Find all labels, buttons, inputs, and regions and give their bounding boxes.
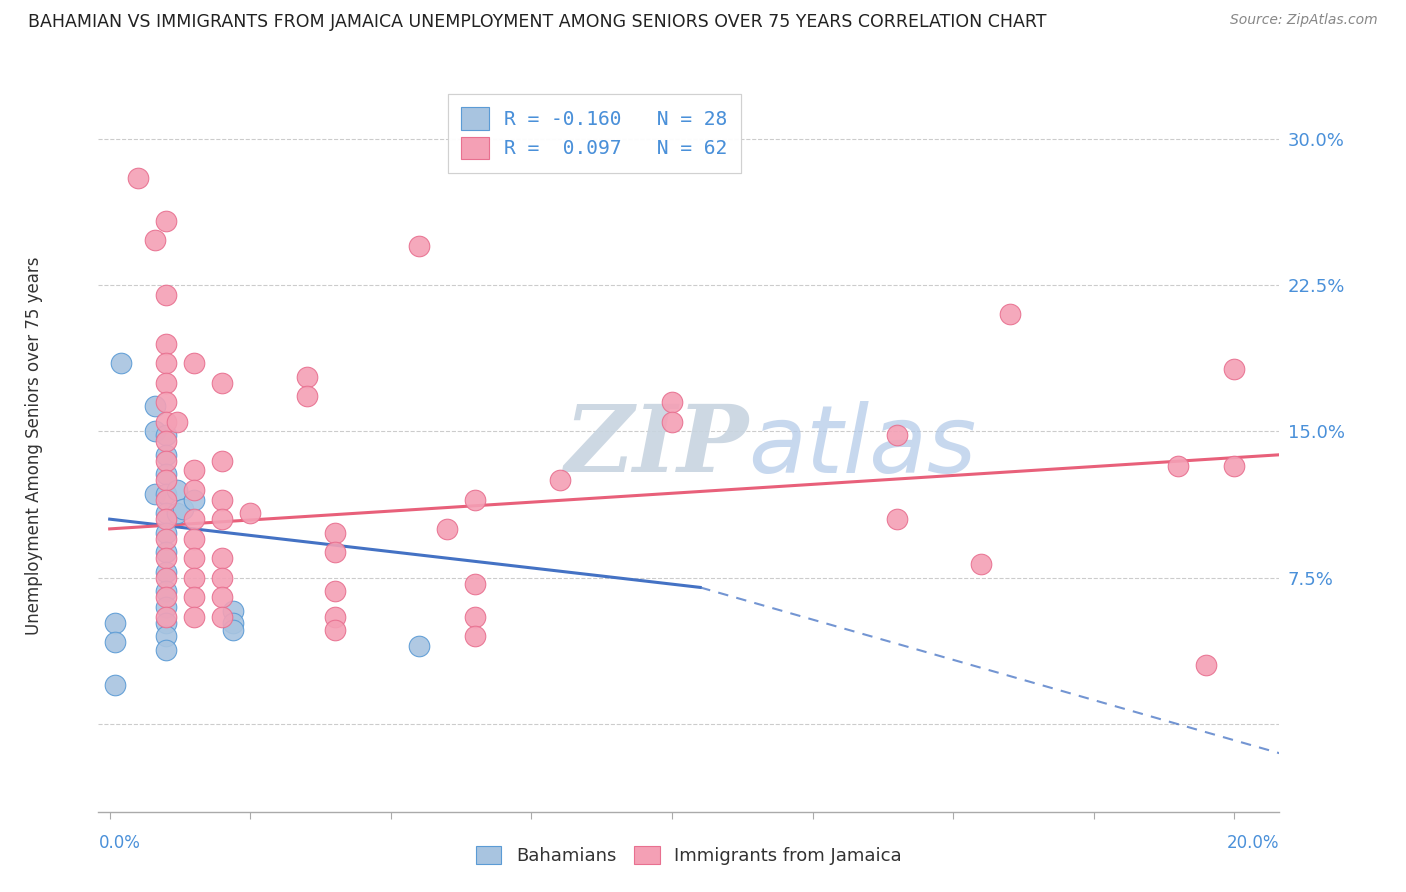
- Point: [155, 428, 177, 442]
- Point: [104, 635, 127, 649]
- Point: [166, 506, 188, 520]
- Point: [155, 532, 177, 546]
- Point: [155, 213, 177, 227]
- Point: [464, 492, 486, 507]
- Point: [998, 307, 1021, 321]
- Point: [886, 512, 908, 526]
- Point: [323, 609, 346, 624]
- Point: [155, 288, 177, 302]
- Point: [183, 571, 205, 585]
- Point: [155, 395, 177, 409]
- Point: [1223, 459, 1246, 474]
- Point: [155, 551, 177, 566]
- Point: [183, 492, 205, 507]
- Point: [464, 609, 486, 624]
- Point: [464, 629, 486, 643]
- Point: [222, 604, 245, 618]
- Point: [104, 678, 127, 692]
- Y-axis label: Unemployment Among Seniors over 75 years: Unemployment Among Seniors over 75 years: [25, 257, 42, 635]
- Point: [155, 643, 177, 657]
- Legend: R = -0.160   N = 28, R =  0.097   N = 62: R = -0.160 N = 28, R = 0.097 N = 62: [449, 94, 741, 173]
- Point: [183, 356, 205, 370]
- Text: ZIP: ZIP: [564, 401, 748, 491]
- Point: [155, 376, 177, 390]
- Point: [239, 506, 262, 520]
- Point: [323, 545, 346, 559]
- Point: [661, 415, 683, 429]
- Point: [155, 525, 177, 540]
- Point: [155, 473, 177, 487]
- Legend: Bahamians, Immigrants from Jamaica: Bahamians, Immigrants from Jamaica: [467, 837, 911, 874]
- Point: [155, 571, 177, 585]
- Point: [143, 425, 166, 439]
- Point: [183, 590, 205, 604]
- Point: [155, 615, 177, 630]
- Point: [155, 545, 177, 559]
- Text: 20.0%: 20.0%: [1227, 834, 1279, 852]
- Point: [155, 506, 177, 520]
- Point: [211, 571, 233, 585]
- Point: [183, 551, 205, 566]
- Point: [323, 624, 346, 638]
- Point: [1167, 459, 1189, 474]
- Point: [183, 512, 205, 526]
- Point: [1195, 658, 1218, 673]
- Point: [1223, 362, 1246, 376]
- Point: [155, 356, 177, 370]
- Point: [155, 492, 177, 507]
- Point: [183, 483, 205, 497]
- Point: [155, 434, 177, 449]
- Text: Source: ZipAtlas.com: Source: ZipAtlas.com: [1230, 13, 1378, 28]
- Point: [166, 483, 188, 497]
- Point: [323, 584, 346, 599]
- Point: [211, 492, 233, 507]
- Point: [127, 170, 149, 185]
- Point: [211, 376, 233, 390]
- Point: [155, 336, 177, 351]
- Point: [211, 551, 233, 566]
- Point: [295, 389, 318, 403]
- Text: 0.0%: 0.0%: [98, 834, 141, 852]
- Point: [155, 512, 177, 526]
- Point: [155, 467, 177, 482]
- Point: [436, 522, 458, 536]
- Point: [222, 624, 245, 638]
- Point: [323, 525, 346, 540]
- Point: [155, 599, 177, 614]
- Text: BAHAMIAN VS IMMIGRANTS FROM JAMAICA UNEMPLOYMENT AMONG SENIORS OVER 75 YEARS COR: BAHAMIAN VS IMMIGRANTS FROM JAMAICA UNEM…: [28, 13, 1046, 31]
- Point: [211, 590, 233, 604]
- Point: [155, 448, 177, 462]
- Point: [143, 487, 166, 501]
- Point: [155, 453, 177, 467]
- Point: [183, 532, 205, 546]
- Point: [222, 615, 245, 630]
- Point: [155, 584, 177, 599]
- Point: [155, 565, 177, 579]
- Point: [211, 512, 233, 526]
- Point: [464, 576, 486, 591]
- Text: atlas: atlas: [748, 401, 976, 491]
- Point: [172, 502, 194, 516]
- Point: [155, 629, 177, 643]
- Point: [143, 233, 166, 247]
- Point: [548, 473, 571, 487]
- Point: [104, 615, 127, 630]
- Point: [295, 369, 318, 384]
- Point: [211, 609, 233, 624]
- Point: [166, 415, 188, 429]
- Point: [183, 463, 205, 477]
- Point: [183, 609, 205, 624]
- Point: [155, 415, 177, 429]
- Point: [211, 453, 233, 467]
- Point: [155, 609, 177, 624]
- Point: [155, 590, 177, 604]
- Point: [970, 557, 993, 571]
- Point: [143, 399, 166, 413]
- Point: [155, 487, 177, 501]
- Point: [110, 356, 132, 370]
- Point: [661, 395, 683, 409]
- Point: [886, 428, 908, 442]
- Point: [408, 239, 430, 253]
- Point: [408, 639, 430, 653]
